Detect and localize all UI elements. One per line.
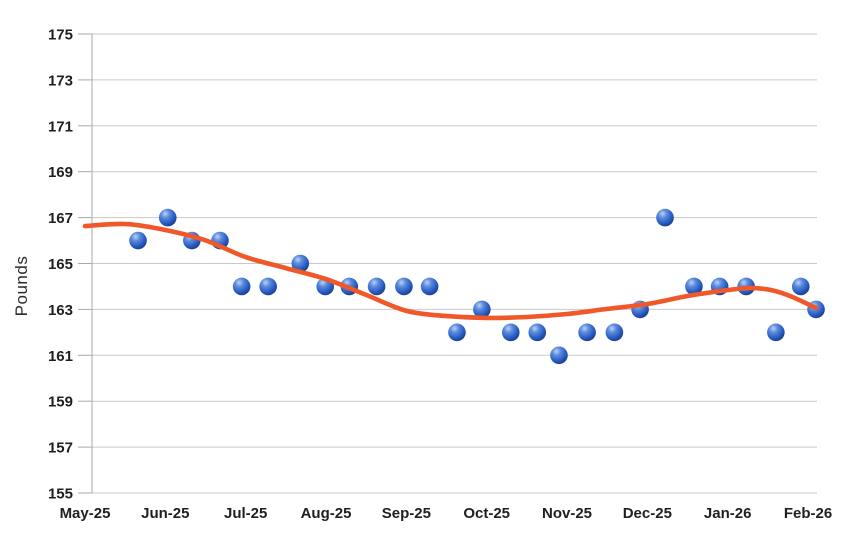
trendline-curve [82,221,819,321]
x-tick-label-Jun-25: Jun-25 [141,505,189,522]
data-point-12 [420,277,439,296]
data-point-21 [656,208,674,227]
data-point-6 [259,277,277,296]
data-point-17 [550,346,568,365]
y-tick-label-167: 167 [48,210,73,227]
data-point-26 [791,277,810,296]
data-point-16 [528,323,547,342]
data-point-15 [501,323,520,342]
data-point-11 [395,277,413,296]
data-point-18 [578,323,596,342]
y-tick-label-169: 169 [48,164,73,181]
data-point-19 [605,323,624,342]
x-tick-label-May-25: May-25 [60,505,111,522]
data-point-13 [448,323,466,342]
data-point-14 [473,300,491,319]
data-point-25 [767,323,785,342]
x-tick-label-Sep-25: Sep-25 [382,505,431,522]
y-tick-label-161: 161 [48,348,73,365]
x-tick-label-Feb-26: Feb-26 [784,505,832,522]
x-tick-label-Jan-26: Jan-26 [704,505,752,522]
y-axis-title: Pounds [12,255,31,317]
x-tick-label-Aug-25: Aug-25 [301,505,352,522]
data-point-10 [367,277,386,296]
data-point-5 [232,277,251,296]
data-point-22 [685,277,703,296]
data-point-1 [129,231,147,250]
y-tick-label-173: 173 [48,72,73,89]
y-tick-label-159: 159 [48,394,73,411]
y-tick-label-165: 165 [48,256,73,273]
x-tick-label-Jul-25: Jul-25 [224,505,267,522]
y-tick-label-157: 157 [48,440,73,457]
x-tick-label-Dec-25: Dec-25 [623,505,672,522]
data-point-7 [291,254,310,273]
x-tick-label-Oct-25: Oct-25 [463,505,510,522]
y-tick-label-155: 155 [48,486,73,503]
data-point-2 [158,208,177,227]
x-tick-label-Nov-25: Nov-25 [542,505,592,522]
y-tick-label-163: 163 [48,302,73,319]
y-tick-label-175: 175 [48,27,73,44]
y-tick-label-171: 171 [48,118,73,135]
